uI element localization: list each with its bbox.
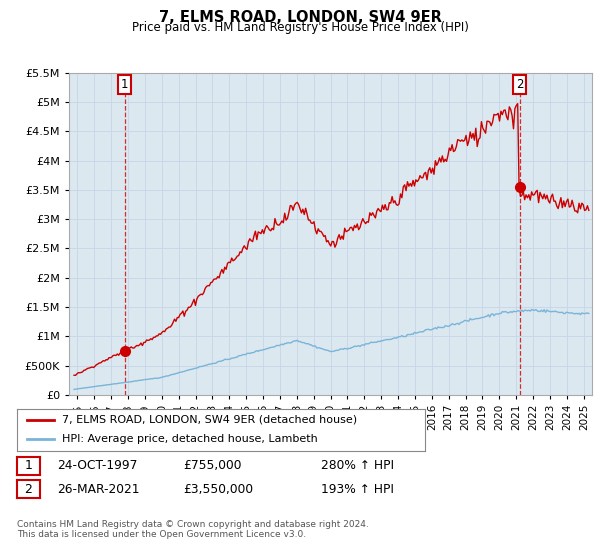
Text: 7, ELMS ROAD, LONDON, SW4 9ER: 7, ELMS ROAD, LONDON, SW4 9ER [158, 10, 442, 25]
Text: £3,550,000: £3,550,000 [183, 483, 253, 496]
Text: £755,000: £755,000 [183, 459, 241, 473]
Text: 24-OCT-1997: 24-OCT-1997 [57, 459, 137, 473]
Text: 7, ELMS ROAD, LONDON, SW4 9ER (detached house): 7, ELMS ROAD, LONDON, SW4 9ER (detached … [62, 415, 357, 424]
Text: Price paid vs. HM Land Registry's House Price Index (HPI): Price paid vs. HM Land Registry's House … [131, 21, 469, 34]
Text: 2: 2 [24, 483, 32, 496]
Text: 1: 1 [121, 78, 128, 91]
Text: 280% ↑ HPI: 280% ↑ HPI [321, 459, 394, 473]
Text: 193% ↑ HPI: 193% ↑ HPI [321, 483, 394, 496]
Text: 26-MAR-2021: 26-MAR-2021 [57, 483, 139, 496]
Text: 2: 2 [516, 78, 524, 91]
Text: Contains HM Land Registry data © Crown copyright and database right 2024.
This d: Contains HM Land Registry data © Crown c… [17, 520, 368, 539]
Text: HPI: Average price, detached house, Lambeth: HPI: Average price, detached house, Lamb… [62, 434, 317, 444]
Text: 1: 1 [24, 459, 32, 473]
